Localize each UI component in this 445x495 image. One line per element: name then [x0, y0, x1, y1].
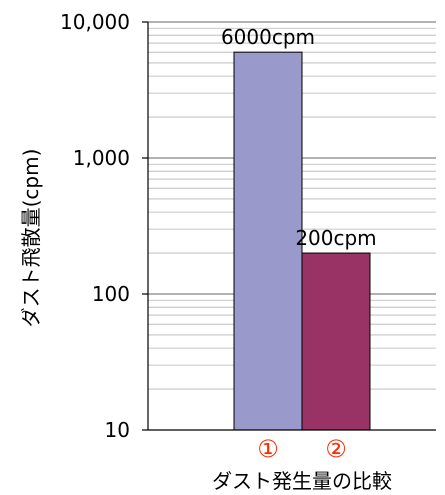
data-label: 6000cpm — [221, 25, 315, 49]
y-tick-labels: 10,000 1,000 100 10 — [60, 10, 148, 442]
bar — [233, 51, 303, 431]
bar — [301, 252, 371, 431]
data-label: 200cpm — [295, 226, 376, 250]
data-labels: 6000cpm 200cpm — [221, 25, 377, 250]
y-tick-label: 100 — [92, 282, 130, 306]
category-label: ① — [257, 435, 279, 463]
category-label: ② — [325, 435, 347, 463]
bars — [233, 51, 371, 431]
y-tick-label: 10 — [105, 418, 130, 442]
y-axis-title: ダスト飛散量(cpm) — [19, 149, 43, 328]
x-axis-title: ダスト発生量の比較 — [212, 469, 392, 493]
y-tick-label: 1,000 — [73, 146, 130, 170]
y-tick-label: 10,000 — [60, 10, 130, 34]
